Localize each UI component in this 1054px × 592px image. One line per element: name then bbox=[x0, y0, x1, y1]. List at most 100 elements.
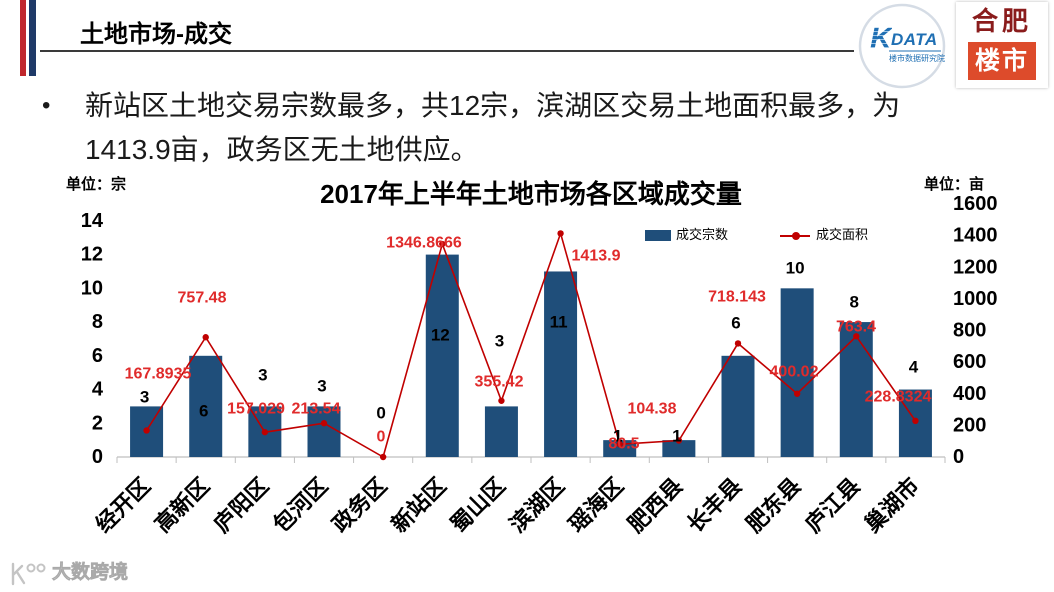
bar bbox=[425, 254, 459, 457]
kdata-logo-name: DATA bbox=[891, 30, 938, 49]
line-data-label: 355.42 bbox=[475, 374, 524, 391]
y-right-tick-label: 1400 bbox=[953, 225, 998, 247]
y-left-unit-label: 单位：宗 bbox=[66, 176, 127, 193]
line-data-label: 80.5 bbox=[608, 436, 639, 453]
line-point bbox=[557, 230, 564, 237]
line-data-label: 1413.9 bbox=[572, 248, 621, 265]
legend-label-line: 成交面积 bbox=[816, 227, 869, 242]
bar bbox=[721, 355, 755, 457]
x-category-label: 政务区 bbox=[327, 473, 391, 537]
x-category-label: 滨湖区 bbox=[505, 473, 569, 537]
y-right-tick-label: 600 bbox=[953, 351, 986, 373]
kdata-logo-subtitle: 楼市数据研究院 bbox=[889, 54, 945, 63]
y-left-tick-label: 0 bbox=[92, 446, 103, 468]
line-data-label: 157.029 bbox=[227, 401, 285, 418]
bar bbox=[544, 271, 578, 457]
y-left-tick-label: 6 bbox=[92, 345, 103, 367]
x-category-label: 新站区 bbox=[386, 473, 450, 537]
line-point bbox=[320, 420, 328, 427]
chart-title: 2017年上半年土地市场各区域成交量 bbox=[320, 179, 742, 209]
x-category-label: 庐江县 bbox=[800, 473, 864, 537]
bar-data-label: 4 bbox=[909, 358, 919, 377]
x-category-label: 肥东县 bbox=[741, 473, 805, 537]
bar-data-label: 11 bbox=[550, 313, 568, 332]
x-category-label: 包河区 bbox=[268, 473, 332, 537]
bar bbox=[189, 355, 223, 457]
y-left-tick-label: 10 bbox=[81, 277, 103, 299]
y-right-tick-label: 1000 bbox=[953, 288, 998, 310]
y-right-tick-label: 800 bbox=[953, 320, 986, 342]
line-point bbox=[853, 333, 860, 340]
x-category-label: 瑶海区 bbox=[564, 473, 628, 537]
bar bbox=[780, 288, 814, 457]
bar-data-label: 0 bbox=[376, 404, 385, 423]
dashujukuajing-logo-icon bbox=[11, 562, 46, 586]
line-point bbox=[616, 441, 623, 448]
line-point bbox=[675, 437, 683, 444]
line-point bbox=[734, 340, 742, 347]
x-category-label: 蜀山区 bbox=[446, 473, 510, 537]
hefei-logo-bottom-text: 楼市 bbox=[974, 46, 1029, 75]
bar-data-label: 1 bbox=[672, 427, 681, 446]
bar-data-label: 3 bbox=[140, 388, 149, 407]
line-data-label: 757.48 bbox=[178, 290, 227, 307]
x-category-label: 高新区 bbox=[150, 473, 214, 537]
bullet-line: 新站区土地交易宗数最多，共12宗，滨湖区交易土地面积最多，为 bbox=[85, 90, 901, 121]
line-point bbox=[439, 240, 446, 248]
line-data-label: 400.02 bbox=[770, 364, 819, 381]
bar-data-label: 12 bbox=[431, 326, 450, 345]
y-right-tick-label: 1200 bbox=[953, 256, 998, 278]
y-left-tick-label: 14 bbox=[81, 210, 104, 232]
line-data-label: 228.8324 bbox=[865, 389, 932, 406]
line-data-label: 104.38 bbox=[628, 401, 677, 418]
y-right-tick-label: 1600 bbox=[953, 193, 998, 215]
bar-data-label: 6 bbox=[731, 314, 740, 333]
bar-data-label: 6 bbox=[199, 402, 208, 421]
bullet-line: 1413.9亩，政务区无土地供应。 bbox=[85, 134, 479, 165]
slide-title: 土地市场-成交 bbox=[80, 21, 232, 48]
x-category-label: 经开区 bbox=[91, 473, 155, 537]
hefei-logo-top-text: 合肥 bbox=[971, 7, 1032, 37]
line-data-label: 167.8935 bbox=[125, 366, 192, 383]
line-point bbox=[379, 453, 387, 461]
bar-data-label: 10 bbox=[786, 259, 805, 278]
line-point bbox=[912, 417, 919, 425]
x-category-label: 肥西县 bbox=[623, 473, 687, 537]
hefei-logo-red-box: 楼市 bbox=[968, 42, 1036, 80]
line-data-label: 718.143 bbox=[708, 289, 766, 306]
y-left-tick-label: 2 bbox=[92, 412, 103, 434]
y-left-tick-label: 12 bbox=[81, 244, 103, 266]
legend-label-bar: 成交宗数 bbox=[676, 227, 729, 242]
line-data-label: 0 bbox=[377, 429, 386, 446]
y-left-tick-label: 8 bbox=[92, 311, 103, 333]
y-right-unit-label: 单位：亩 bbox=[924, 176, 985, 193]
accent-stripe-blue bbox=[29, 0, 36, 76]
y-right-tick-label: 200 bbox=[953, 414, 986, 436]
line-point bbox=[261, 428, 269, 436]
line-point bbox=[143, 427, 150, 434]
title-divider bbox=[40, 50, 854, 52]
x-category-label: 庐阳区 bbox=[209, 473, 273, 537]
bar bbox=[839, 322, 873, 457]
line-point bbox=[793, 390, 801, 397]
kdata-logo-mark: K bbox=[870, 22, 892, 55]
bar bbox=[484, 406, 518, 457]
legend-line-marker bbox=[792, 232, 800, 240]
bar-data-label: 3 bbox=[495, 332, 504, 351]
y-right-tick-label: 0 bbox=[953, 446, 964, 468]
bar bbox=[662, 440, 696, 457]
watermark-text: 大数跨境 bbox=[52, 562, 129, 584]
bullet-text: 新站区土地交易宗数最多，共12宗，滨湖区交易土地面积最多，为 1413.9亩，政… bbox=[85, 84, 900, 172]
x-category-label: 长丰县 bbox=[682, 473, 746, 537]
legend-bar-swatch bbox=[645, 230, 671, 241]
line-point bbox=[498, 397, 505, 404]
line-point bbox=[202, 334, 209, 341]
x-category-label: 巢湖市 bbox=[859, 473, 924, 538]
y-left-tick-label: 4 bbox=[92, 379, 104, 401]
kdata-logo: K DATA 楼市数据研究院 bbox=[857, 2, 947, 90]
line-data-label: 213.54 bbox=[292, 401, 341, 418]
y-right-tick-label: 400 bbox=[953, 383, 986, 405]
line-data-label: 763.4 bbox=[836, 319, 876, 336]
